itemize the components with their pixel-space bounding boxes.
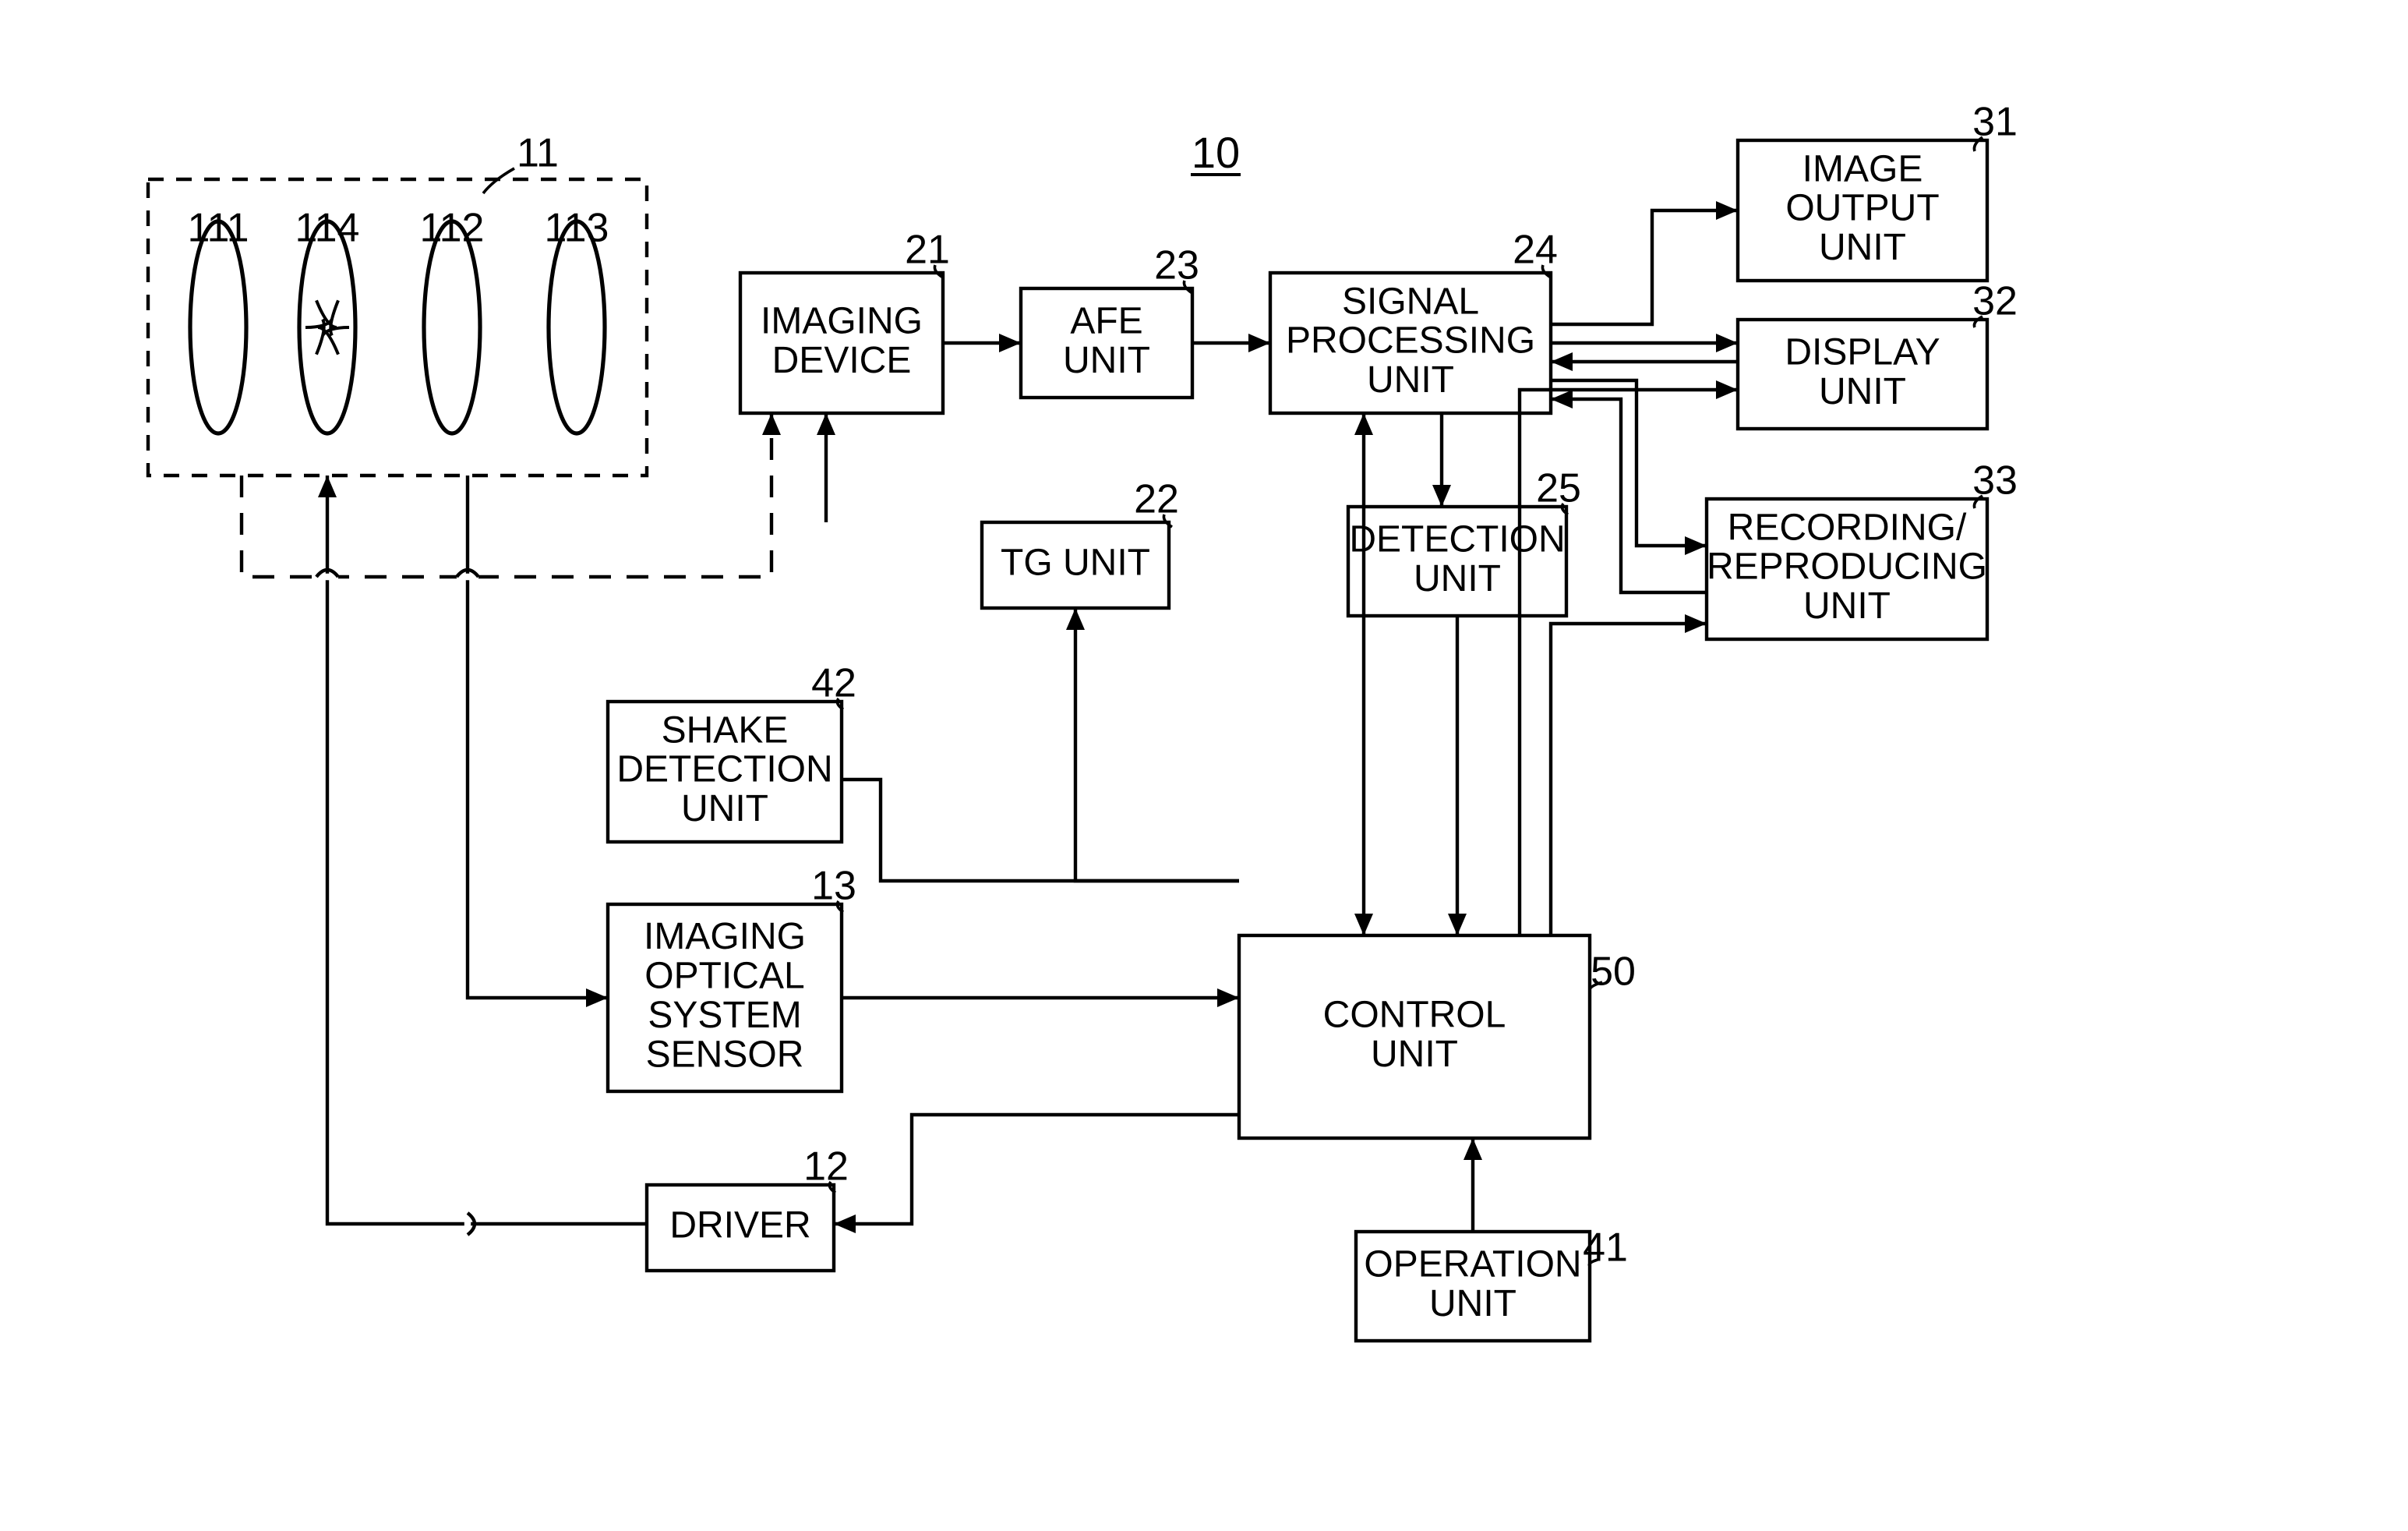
svg-text:UNIT: UNIT: [1367, 359, 1454, 401]
ref-50: 50: [1591, 949, 1636, 995]
block-tg_unit: TG UNIT: [982, 522, 1169, 608]
block-optical_sensor: IMAGINGOPTICALSYSTEMSENSOR: [608, 904, 842, 1091]
block-signal_proc: SIGNALPROCESSINGUNIT: [1270, 273, 1551, 413]
svg-text:OPERATION: OPERATION: [1364, 1243, 1581, 1285]
svg-text:DRIVER: DRIVER: [669, 1205, 810, 1246]
block-operation_unit: OPERATIONUNIT: [1356, 1232, 1590, 1341]
ref-21: 21: [905, 228, 950, 273]
ref-113: 113: [545, 206, 609, 251]
svg-text:UNIT: UNIT: [1803, 585, 1891, 627]
svg-text:10: 10: [1192, 128, 1240, 177]
svg-text:UNIT: UNIT: [1063, 340, 1150, 381]
ref-42: 42: [811, 661, 856, 706]
svg-text:IMAGING: IMAGING: [761, 300, 923, 341]
block-detection_unit: DETECTIONUNIT: [1348, 507, 1566, 616]
svg-text:UNIT: UNIT: [1414, 558, 1501, 599]
svg-text:OUTPUT: OUTPUT: [1785, 188, 1939, 229]
svg-text:SYSTEM: SYSTEM: [648, 995, 801, 1036]
svg-text:IMAGE: IMAGE: [1802, 148, 1923, 189]
ref-112: 112: [420, 206, 485, 251]
svg-text:SHAKE: SHAKE: [662, 709, 789, 751]
ref-24: 24: [1513, 228, 1558, 273]
svg-text:DEVICE: DEVICE: [772, 340, 912, 381]
svg-text:UNIT: UNIT: [1371, 1034, 1458, 1075]
block-driver: DRIVER: [647, 1185, 834, 1271]
ref-11: 11: [517, 131, 559, 176]
svg-text:DETECTION: DETECTION: [616, 749, 832, 790]
ref-114: 114: [295, 206, 360, 251]
ref-111: 111: [187, 206, 249, 251]
svg-text:CONTROL: CONTROL: [1323, 994, 1506, 1035]
svg-text:SIGNAL: SIGNAL: [1342, 281, 1479, 322]
block-display_unit: DISPLAYUNIT: [1738, 320, 1987, 429]
svg-text:UNIT: UNIT: [1819, 371, 1906, 412]
block-afe_unit: AFEUNIT: [1021, 288, 1192, 398]
svg-text:PROCESSING: PROCESSING: [1286, 320, 1535, 362]
svg-text:TG UNIT: TG UNIT: [1001, 543, 1150, 584]
ref-13: 13: [811, 864, 856, 909]
svg-text:RECORDING/: RECORDING/: [1728, 507, 1967, 548]
svg-text:OPTICAL: OPTICAL: [644, 955, 804, 996]
block-control_unit: CONTROLUNIT: [1239, 935, 1590, 1138]
svg-text:DISPLAY: DISPLAY: [1785, 331, 1940, 373]
svg-text:AFE: AFE: [1070, 300, 1142, 341]
block-image_output: IMAGEOUTPUTUNIT: [1738, 140, 1987, 281]
svg-text:UNIT: UNIT: [681, 788, 768, 829]
svg-text:UNIT: UNIT: [1429, 1283, 1516, 1324]
block-imaging_device: IMAGINGDEVICE: [740, 273, 943, 413]
svg-text:IMAGING: IMAGING: [644, 916, 806, 957]
svg-text:UNIT: UNIT: [1819, 227, 1906, 268]
block-shake_detection: SHAKEDETECTIONUNIT: [608, 702, 842, 842]
svg-text:DETECTION: DETECTION: [1349, 518, 1565, 560]
ref-23: 23: [1154, 243, 1199, 288]
ref-12: 12: [803, 1144, 849, 1190]
block-recording_unit: RECORDING/REPRODUCINGUNIT: [1707, 499, 1987, 639]
ref-22: 22: [1134, 477, 1179, 522]
svg-text:SENSOR: SENSOR: [646, 1034, 804, 1075]
svg-text:REPRODUCING: REPRODUCING: [1707, 546, 1987, 588]
ref-25: 25: [1536, 466, 1581, 511]
